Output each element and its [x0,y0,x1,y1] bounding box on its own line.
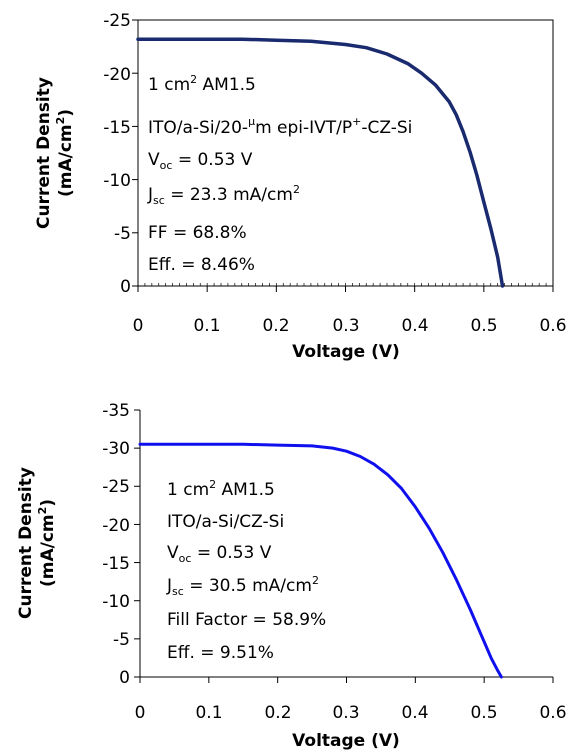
y-axis-title-line1: Current Density [34,77,54,229]
y-tick-label: -10 [103,171,131,191]
annotation-eff: Eff. = 9.51% [167,643,274,663]
y-tick-label: -25 [103,11,131,31]
x-tick-label: 0.5 [470,703,497,723]
x-tick-label: 0 [135,703,146,723]
chart-top: 0 0.1 0.2 0.3 0.4 0.5 0.6 0 -5 -10 -15 -… [34,11,567,362]
series-line-bottom [138,442,503,679]
x-tick-label: 0.4 [401,703,428,723]
x-axis-title-top: Voltage (V) [292,342,400,362]
y-axis-title-line2: (mA/cm2) [54,109,76,197]
y-tick-label: -25 [102,477,130,497]
annotation-jsc: Jsc = 23.3 mA/cm2 [147,183,300,207]
x-tick-label: 0.4 [401,316,428,336]
x-tick-label: 0.6 [539,316,566,336]
x-tick-label: 0.1 [195,703,222,723]
x-tick-label: 0.1 [193,316,220,336]
annotation-voc: Voc = 0.53 V [167,543,272,565]
annotation-area: 1 cm2 AM1.5 [148,73,256,95]
annotation-structure: ITO/a-Si/20-μm epi-IVT/P+-CZ-Si [148,115,412,138]
y-tick-label: -5 [113,630,130,650]
y-tick-label: -20 [102,516,130,536]
chart-bottom: 0 0.1 0.2 0.3 0.4 0.5 0.6 0 -5 -10 -15 -… [16,401,567,751]
y-axis-ticks-bottom [134,409,140,678]
x-tick-label: 0.3 [332,703,359,723]
x-tick-label: 0.5 [470,316,497,336]
annotation-eff: Eff. = 8.46% [148,255,255,275]
x-tick-label: 0.2 [264,703,291,723]
y-tick-label: -10 [102,592,130,612]
y-tick-label: 0 [120,277,131,297]
y-tick-label: -30 [102,439,130,459]
annotation-ff: Fill Factor = 58.9% [167,610,326,630]
x-axis-ticks-top [137,283,554,292]
x-tick-label: 0.6 [539,703,566,723]
x-tick-label: 0.2 [262,316,289,336]
x-tick-label: 0 [133,316,144,336]
y-tick-label: -15 [102,554,130,574]
annotation-area: 1 cm2 AM1.5 [167,478,275,500]
x-axis-ticks-bottom [139,677,554,683]
series-line-top [136,37,505,288]
y-axis-ticks-top [132,19,138,287]
annotation-voc: Voc = 0.53 V [148,150,253,172]
x-axis-title-bottom: Voltage (V) [292,731,400,751]
y-axis-title-line2: (mA/cm2) [36,499,58,587]
y-tick-label: -5 [114,224,131,244]
y-axis-title-bottom: Current Density (mA/cm2) [16,467,58,619]
x-tick-label: 0.3 [332,316,359,336]
y-tick-label: 0 [119,668,130,688]
annotation-structure: ITO/a-Si/CZ-Si [167,512,284,532]
y-tick-label: -20 [103,65,131,85]
y-axis-title-line1: Current Density [16,467,36,619]
y-tick-label: -35 [102,401,130,421]
annotation-ff: FF = 68.8% [148,223,247,243]
y-tick-label: -15 [103,118,131,138]
y-axis-title-top: Current Density (mA/cm2) [34,77,76,229]
annotation-jsc: Jsc = 30.5 mA/cm2 [166,574,319,598]
